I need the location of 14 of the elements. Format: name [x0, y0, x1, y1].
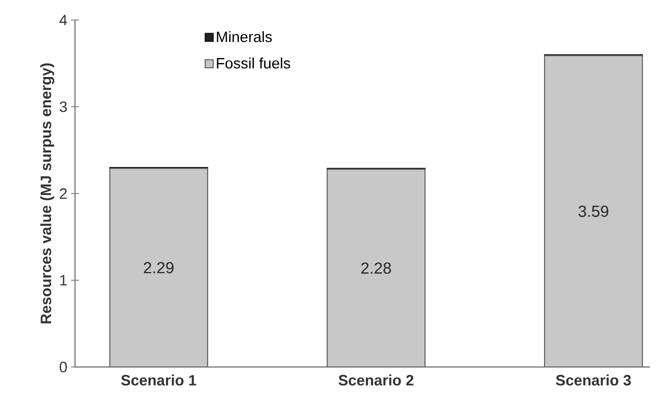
legend-label: Fossil fuels: [216, 58, 290, 69]
y-tick-label: 1: [60, 275, 67, 286]
y-tick-label: 3: [60, 101, 67, 112]
y-axis-title: Resources value (MJ surpus energy): [40, 63, 54, 324]
data-label: 2.29: [144, 262, 174, 274]
y-tick-label: 0: [60, 362, 67, 372]
data-label: 3.59: [578, 206, 608, 217]
x-tick-label: Scenario 2: [338, 374, 414, 386]
legend-label: Minerals: [216, 31, 272, 42]
x-tick-label: Scenario 1: [121, 374, 196, 386]
data-label: 2.28: [361, 262, 391, 274]
y-tick-label: 2: [60, 188, 67, 199]
y-tick-label: 4: [59, 14, 68, 26]
x-tick-label: Scenario 3: [556, 374, 631, 386]
